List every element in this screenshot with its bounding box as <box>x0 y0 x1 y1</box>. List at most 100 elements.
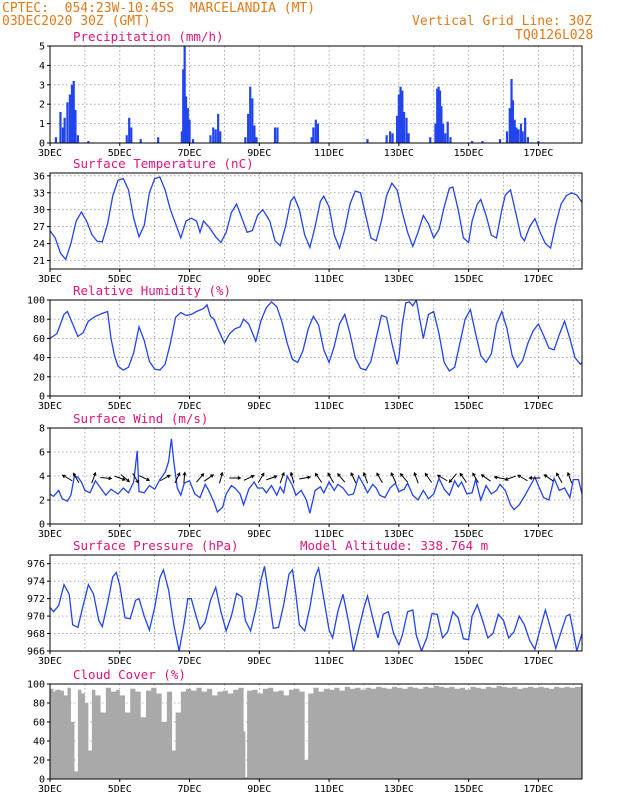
precip-bar <box>214 129 217 143</box>
wind-arrow <box>160 474 171 482</box>
wind-arrow-head <box>528 476 533 480</box>
wind-arrow <box>424 473 433 483</box>
y-tick-label: 0 <box>39 775 45 786</box>
precip-bar <box>128 117 131 143</box>
x-tick-label: 9DEC <box>247 148 271 159</box>
wind-arrow-head <box>566 471 571 476</box>
precip-bar <box>440 106 443 143</box>
wind-arrow-head <box>327 472 331 477</box>
x-tick-label: 11DEC <box>314 401 344 412</box>
precip-bar <box>273 127 277 143</box>
y-tick-label: 0 <box>39 392 45 403</box>
wind-arrow <box>544 474 554 482</box>
precip-bar <box>498 139 502 143</box>
wind-arrow-head <box>504 477 509 481</box>
wind-arrow <box>132 472 139 484</box>
precip-bar <box>442 123 445 143</box>
y-tick-label: 5 <box>39 42 45 53</box>
precip-bar <box>436 88 439 143</box>
y-tick-label: 40 <box>33 737 45 748</box>
wind-arrow <box>120 474 130 482</box>
y-tick-label: 80 <box>33 699 45 710</box>
wind-arrow <box>481 474 491 482</box>
wind-arrow-head <box>200 472 205 477</box>
precip-bar <box>191 139 195 143</box>
wind-arrow-head <box>390 472 395 477</box>
x-tick-label: 9DEC <box>247 656 271 667</box>
wind-arrow <box>556 472 563 484</box>
wind-arrow-head <box>146 477 151 482</box>
precip-bar <box>511 100 515 143</box>
wind-arrow <box>138 475 150 481</box>
wind-arrow-head <box>61 474 66 479</box>
precip-bar <box>209 135 212 143</box>
precip-bar <box>212 127 215 143</box>
precip-bar <box>184 96 188 143</box>
x-tick-label: 5DEC <box>108 529 132 540</box>
y-tick-label: 0 <box>39 520 45 531</box>
y-tick-label: 80 <box>33 315 45 326</box>
y-tick-label: 36 <box>33 171 45 182</box>
x-tick-label: 3DEC <box>38 656 62 667</box>
wind-arrow-head <box>176 472 181 477</box>
wind-arrow-head <box>273 475 278 479</box>
y-tick-label: 976 <box>27 559 45 570</box>
x-tick-label: 17DEC <box>523 148 553 159</box>
x-tick-label: 13DEC <box>384 401 414 412</box>
precip-bar <box>139 139 142 143</box>
panel-title-cloud: Cloud Cover (%) <box>73 667 186 682</box>
wind-arrow-head <box>210 474 215 478</box>
x-tick-label: 3DEC <box>38 274 62 285</box>
x-tick-label: 9DEC <box>247 784 271 795</box>
precip-bar <box>401 90 404 143</box>
wind-arrow <box>257 472 265 484</box>
wind-arrow <box>472 472 479 484</box>
precip-bar <box>515 127 518 143</box>
x-tick-label: 5DEC <box>108 274 132 285</box>
y-tick-label: 60 <box>33 334 45 345</box>
wind-arrow-head <box>135 479 139 484</box>
wind-arrow <box>437 474 448 482</box>
precip-bar <box>316 123 320 143</box>
precip-bar <box>481 141 484 143</box>
x-tick-label: 11DEC <box>314 656 344 667</box>
wind-series-line <box>50 438 582 514</box>
x-tick-label: 7DEC <box>177 401 201 412</box>
precip-bar <box>217 113 220 143</box>
x-tick-label: 9DEC <box>247 274 271 285</box>
precip-bar <box>186 108 189 143</box>
x-tick-label: 15DEC <box>454 656 484 667</box>
header-model-code: TQ0126L028 <box>515 28 594 43</box>
wind-arrow <box>279 472 285 484</box>
precip-bar <box>391 133 394 143</box>
x-tick-label: 13DEC <box>384 148 414 159</box>
x-tick-label: 15DEC <box>454 401 484 412</box>
precip-bar <box>244 137 247 143</box>
precip-bar <box>253 125 256 143</box>
x-tick-label: 7DEC <box>177 148 201 159</box>
x-tick-label: 7DEC <box>177 274 201 285</box>
wind-arrow <box>505 475 516 481</box>
precip-bar <box>70 84 74 143</box>
wind-arrow <box>390 472 397 484</box>
x-tick-label: 11DEC <box>314 148 344 159</box>
x-tick-label: 17DEC <box>523 784 553 795</box>
precip-bar <box>526 137 530 143</box>
precip-bar <box>183 46 186 143</box>
header-grid-note: Vertical Grid Line: 30Z <box>412 14 593 29</box>
wind-arrow-head <box>448 479 453 484</box>
wind-arrow-head <box>556 472 560 477</box>
precip-bar <box>519 123 523 143</box>
x-tick-label: 13DEC <box>384 529 414 540</box>
wind-arrow-head <box>480 474 485 478</box>
wind-arrow-head <box>250 474 255 479</box>
x-tick-label: 3DEC <box>38 529 62 540</box>
y-tick-label: 974 <box>27 577 45 588</box>
wind-arrow-head <box>260 472 265 477</box>
precip-bar <box>444 133 447 143</box>
wind-arrow-head <box>72 472 77 477</box>
wind-arrow <box>363 472 369 484</box>
x-tick-label: 7DEC <box>177 784 201 795</box>
wind-arrow-head <box>543 474 548 478</box>
precip-bar <box>510 78 513 143</box>
